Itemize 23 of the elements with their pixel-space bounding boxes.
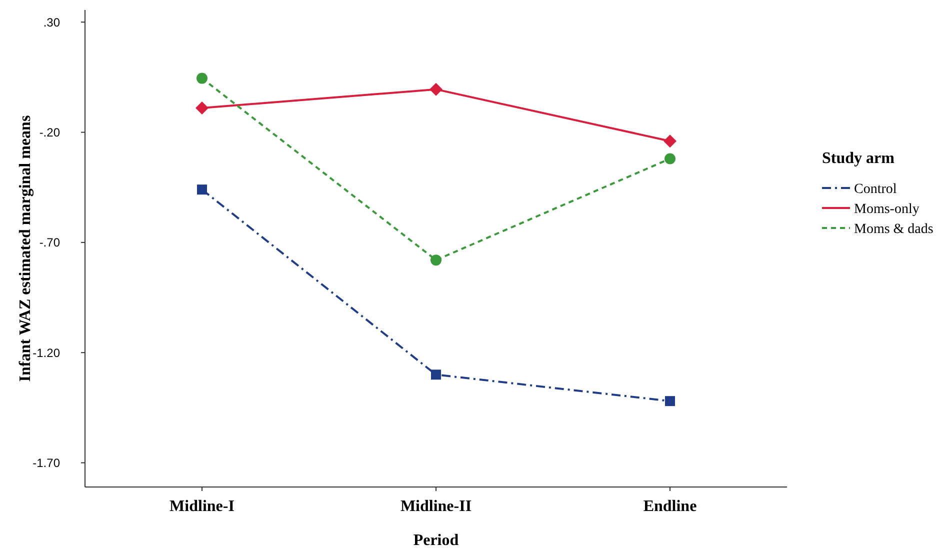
legend-label: Control <box>854 182 897 197</box>
legend-label: Moms & dads <box>854 222 934 237</box>
point <box>431 370 441 380</box>
x-axis-title: Period <box>413 532 459 549</box>
y-tick-label: .30 <box>43 15 60 30</box>
y-tick-label: -1.20 <box>32 346 60 360</box>
point <box>664 134 676 148</box>
point <box>430 254 442 266</box>
y-tick-label: -1.70 <box>32 456 60 470</box>
point <box>197 184 207 195</box>
x-tick-label: Endline <box>643 498 697 515</box>
point <box>196 72 208 84</box>
y-tick-label: -.70 <box>39 236 60 250</box>
legend-title: Study arm <box>822 150 896 167</box>
y-tick-label: -.20 <box>39 125 60 140</box>
legend-label: Moms-only <box>854 202 920 217</box>
x-tick-label: Midline-II <box>400 498 472 515</box>
point <box>665 396 675 406</box>
y-axis-title: Infant WAZ estimated marginal means <box>17 115 34 382</box>
x-tick-label: Midline-I <box>170 498 234 515</box>
point <box>664 153 676 164</box>
point <box>430 82 442 96</box>
point <box>196 102 208 115</box>
